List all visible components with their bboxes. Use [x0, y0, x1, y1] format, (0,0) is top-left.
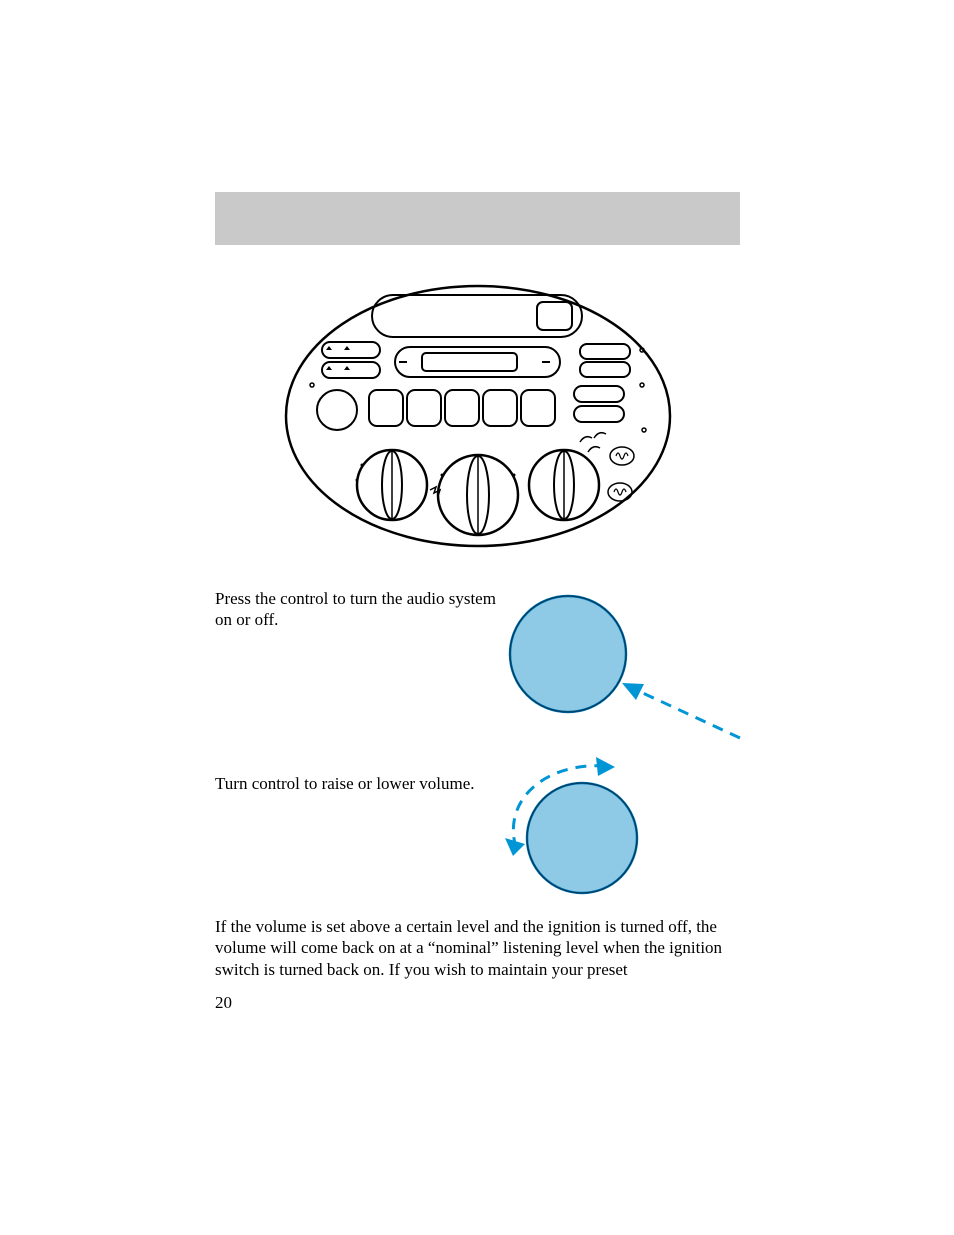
header-bar	[215, 192, 740, 245]
paragraph-1: Press the control to turn the audio syst…	[215, 588, 515, 631]
paragraph-2: Turn control to raise or lower volume.	[215, 773, 515, 794]
radio-panel-svg	[282, 280, 674, 552]
paragraph-3: If the volume is set above a certain lev…	[215, 916, 740, 980]
document-page: Press the control to turn the audio syst…	[0, 0, 954, 1235]
page-number: 20	[215, 993, 232, 1013]
radio-panel-diagram	[282, 280, 674, 552]
